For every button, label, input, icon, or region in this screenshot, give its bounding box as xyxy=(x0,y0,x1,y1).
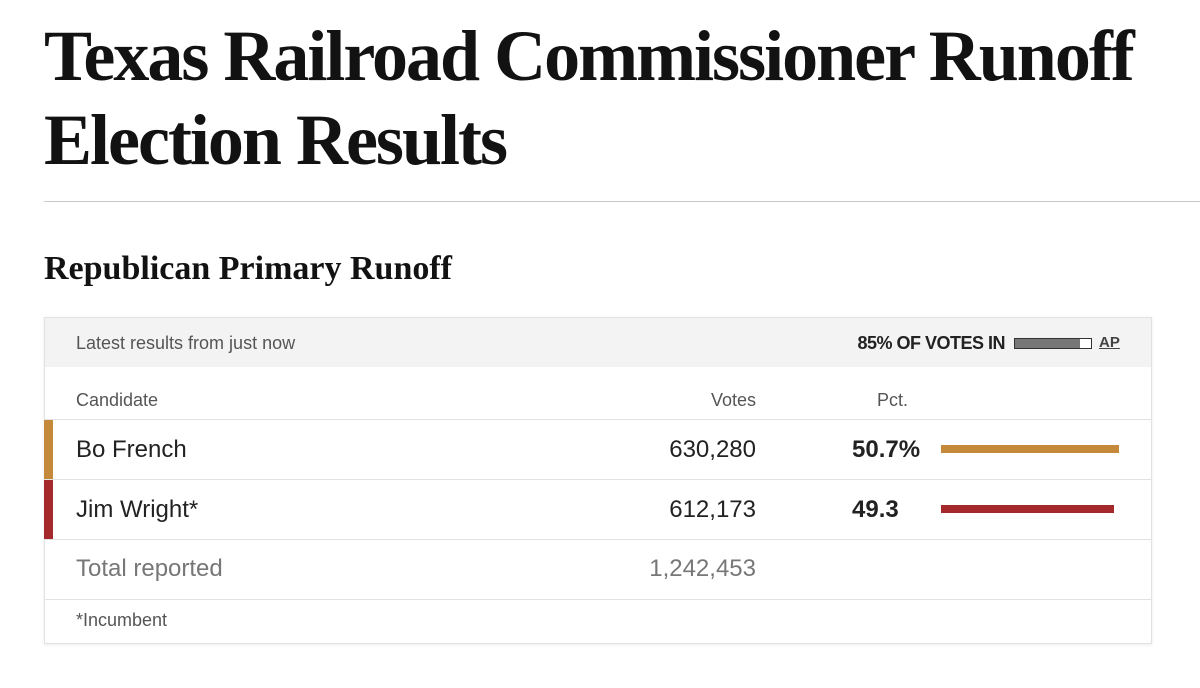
total-votes: 1,242,453 xyxy=(649,555,756,582)
pct-label: 49.3 xyxy=(852,496,899,523)
column-header: Pct. xyxy=(877,390,909,410)
results-table: Latest results from just now 85% OF VOTE… xyxy=(44,317,1152,644)
table-header xyxy=(45,318,1151,367)
votes: 630,280 xyxy=(669,436,756,463)
section-title: Republican Primary Runoff xyxy=(44,250,452,287)
reporting-fill xyxy=(1015,339,1080,348)
row-divider xyxy=(45,599,1151,600)
page-title: Texas Railroad Commissioner Runoff Elect… xyxy=(44,16,1135,180)
candidate-name: Jim Wright* xyxy=(76,496,199,523)
status: Latest results from just now xyxy=(76,333,296,353)
row-divider xyxy=(45,479,1151,480)
party-strip xyxy=(44,480,53,539)
pct-bar xyxy=(941,505,1115,513)
column-header: Votes xyxy=(710,390,756,410)
footnote: *Incumbent xyxy=(76,610,168,630)
votes: 612,173 xyxy=(669,496,756,523)
column-header: Candidate xyxy=(76,390,159,410)
row-divider xyxy=(45,539,1151,540)
pct-label: 50.7% xyxy=(852,436,921,463)
row-divider xyxy=(45,419,1151,420)
divider xyxy=(44,201,1200,202)
reporting-label: 85% OF VOTES IN xyxy=(857,333,1005,353)
source-link[interactable]: AP xyxy=(1099,334,1120,351)
pct-bar xyxy=(941,445,1119,453)
total-label: Total reported xyxy=(76,555,223,582)
reporting-bar xyxy=(1014,338,1092,349)
party-strip xyxy=(44,420,53,479)
candidate-name: Bo French xyxy=(76,436,187,463)
